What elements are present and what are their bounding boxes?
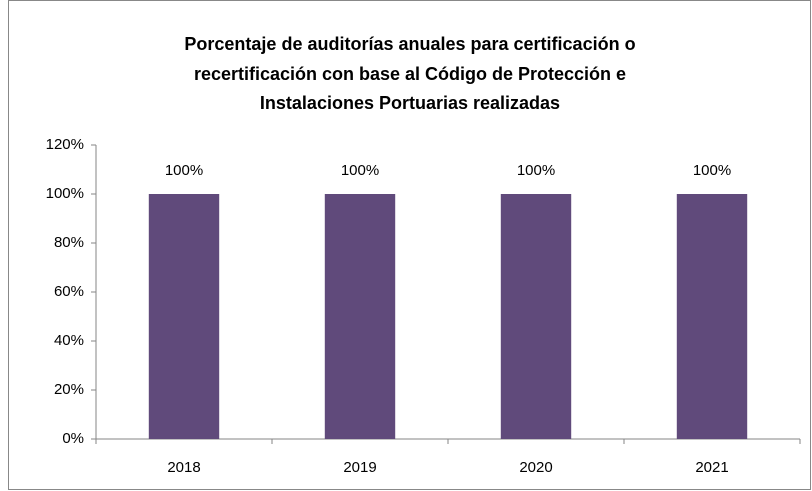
data-label: 100% [341, 162, 379, 179]
y-tick-label: 100% [46, 185, 84, 202]
x-tick-label: 2019 [343, 459, 376, 476]
x-tick-label: 2018 [167, 459, 200, 476]
bar [676, 194, 748, 439]
y-tick-label: 20% [54, 381, 84, 398]
x-tick-label: 2020 [519, 459, 552, 476]
chart-title: recertificación con base al Código de Pr… [194, 64, 626, 84]
bar [500, 194, 572, 439]
data-label: 100% [693, 162, 731, 179]
data-label: 100% [165, 162, 203, 179]
bar [324, 194, 396, 439]
y-tick-label: 60% [54, 283, 84, 300]
y-tick-label: 120% [46, 136, 84, 153]
y-tick-label: 0% [62, 430, 84, 447]
y-tick-label: 40% [54, 332, 84, 349]
y-tick-label: 80% [54, 234, 84, 251]
bar [148, 194, 220, 439]
chart-title: Instalaciones Portuarias realizadas [260, 93, 560, 113]
chart-title: Porcentaje de auditorías anuales para ce… [184, 34, 635, 54]
data-label: 100% [517, 162, 555, 179]
x-tick-label: 2021 [695, 459, 728, 476]
